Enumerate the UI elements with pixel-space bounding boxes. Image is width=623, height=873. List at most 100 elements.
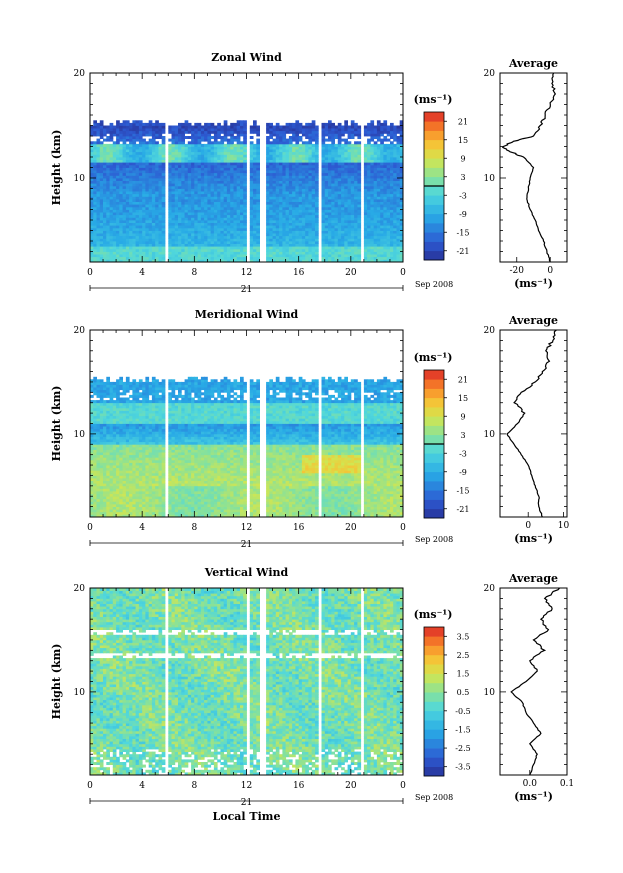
heatmap-cell bbox=[286, 173, 290, 176]
heatmap-cell bbox=[374, 225, 378, 228]
heatmap-cell bbox=[338, 228, 342, 231]
heatmap-cell bbox=[338, 128, 342, 131]
heatmap-cell bbox=[292, 139, 296, 142]
heatmap-cell bbox=[322, 123, 326, 126]
heatmap-cell bbox=[113, 241, 117, 244]
heatmap-cell bbox=[97, 475, 101, 478]
heatmap-cell bbox=[370, 162, 374, 165]
heatmap-cell bbox=[383, 157, 387, 160]
heatmap-cell bbox=[204, 154, 208, 157]
heatmap-cell bbox=[172, 191, 176, 194]
heatmap-cell bbox=[227, 186, 231, 189]
heatmap-cell bbox=[188, 157, 192, 160]
heatmap-cell bbox=[331, 181, 335, 184]
heatmap-cell bbox=[299, 249, 303, 252]
heatmap-cell bbox=[97, 233, 101, 236]
heatmap-cell bbox=[162, 196, 166, 199]
heatmap-cell bbox=[224, 189, 228, 192]
heatmap-cell bbox=[377, 123, 381, 126]
heatmap-cell bbox=[145, 241, 149, 244]
heatmap-cell bbox=[152, 254, 156, 257]
heatmap-cell bbox=[266, 236, 270, 239]
heatmap-cell bbox=[191, 181, 195, 184]
heatmap-cell bbox=[214, 204, 218, 207]
heatmap-cell bbox=[145, 178, 149, 181]
heatmap-cell bbox=[149, 249, 153, 252]
heatmap-cell bbox=[214, 149, 218, 152]
heatmap-cell bbox=[145, 199, 149, 202]
heatmap-cell bbox=[302, 246, 306, 249]
heatmap-cell bbox=[214, 202, 218, 205]
heatmap-cell bbox=[168, 207, 172, 210]
heatmap-cell bbox=[152, 194, 156, 197]
heatmap-cell bbox=[90, 257, 94, 260]
heatmap-cell bbox=[224, 173, 228, 176]
heatmap-cell bbox=[341, 223, 345, 226]
heatmap-cell bbox=[286, 257, 290, 260]
heatmap-cell bbox=[338, 210, 342, 213]
heatmap-cell bbox=[227, 149, 231, 152]
heatmap-cell bbox=[387, 196, 391, 199]
heatmap-cell bbox=[129, 123, 133, 126]
heatmap-cell bbox=[204, 249, 208, 252]
heatmap-cell bbox=[191, 157, 195, 160]
heatmap-cell bbox=[295, 210, 299, 213]
heatmap-cell bbox=[142, 220, 146, 223]
heatmap-cell bbox=[152, 202, 156, 205]
heatmap-cell bbox=[276, 252, 280, 255]
heatmap-cell bbox=[162, 170, 166, 173]
heatmap-cell bbox=[344, 199, 348, 202]
heatmap-cell bbox=[377, 144, 381, 147]
heatmap-cell bbox=[198, 215, 202, 218]
heatmap-cell bbox=[159, 165, 163, 168]
heatmap-cell bbox=[374, 246, 378, 249]
heatmap-cell bbox=[198, 178, 202, 181]
heatmap-cell bbox=[185, 241, 189, 244]
heatmap-cell bbox=[90, 475, 94, 478]
heatmap-cell bbox=[201, 160, 205, 163]
heatmap-cell bbox=[328, 170, 332, 173]
heatmap-cell bbox=[289, 128, 293, 131]
heatmap-cell bbox=[338, 246, 342, 249]
heatmap-cell bbox=[367, 254, 371, 257]
heatmap-cell bbox=[204, 246, 208, 249]
heatmap-cell bbox=[348, 160, 352, 163]
heatmap-cell bbox=[237, 141, 241, 144]
heatmap-cell bbox=[191, 160, 195, 163]
heatmap-cell bbox=[142, 199, 146, 202]
heatmap-cell bbox=[178, 236, 182, 239]
heatmap-cell bbox=[312, 202, 316, 205]
heatmap-cell bbox=[142, 189, 146, 192]
heatmap-cell bbox=[325, 126, 329, 129]
heatmap-cell bbox=[351, 126, 355, 129]
heatmap-cell bbox=[315, 189, 319, 192]
heatmap-cell bbox=[152, 154, 156, 157]
heatmap-cell bbox=[185, 186, 189, 189]
heatmap-cell bbox=[234, 139, 238, 142]
heatmap-cell bbox=[256, 173, 260, 176]
heatmap-cell bbox=[266, 160, 270, 163]
heatmap-cell bbox=[305, 249, 309, 252]
heatmap-cell bbox=[132, 215, 136, 218]
heatmap-cell bbox=[119, 249, 123, 252]
heatmap-cell bbox=[305, 217, 309, 220]
heatmap-cell bbox=[273, 194, 277, 197]
heatmap-cell bbox=[230, 168, 234, 171]
heatmap-cell bbox=[145, 189, 149, 192]
heatmap-cell bbox=[315, 225, 319, 228]
heatmap-cell bbox=[282, 223, 286, 226]
heatmap-cell bbox=[129, 144, 133, 147]
heatmap-cell bbox=[172, 252, 176, 255]
heatmap-cell bbox=[126, 133, 130, 136]
heatmap-cell bbox=[292, 217, 296, 220]
heatmap-cell bbox=[214, 183, 218, 186]
heatmap-cell bbox=[93, 478, 97, 481]
heatmap-cell bbox=[351, 228, 355, 231]
heatmap-cell bbox=[292, 249, 296, 252]
heatmap-cell bbox=[269, 175, 273, 178]
heatmap-cell bbox=[282, 215, 286, 218]
heatmap-cell bbox=[178, 147, 182, 150]
heatmap-cell bbox=[162, 131, 166, 134]
heatmap-cell bbox=[299, 175, 303, 178]
heatmap-cell bbox=[201, 186, 205, 189]
